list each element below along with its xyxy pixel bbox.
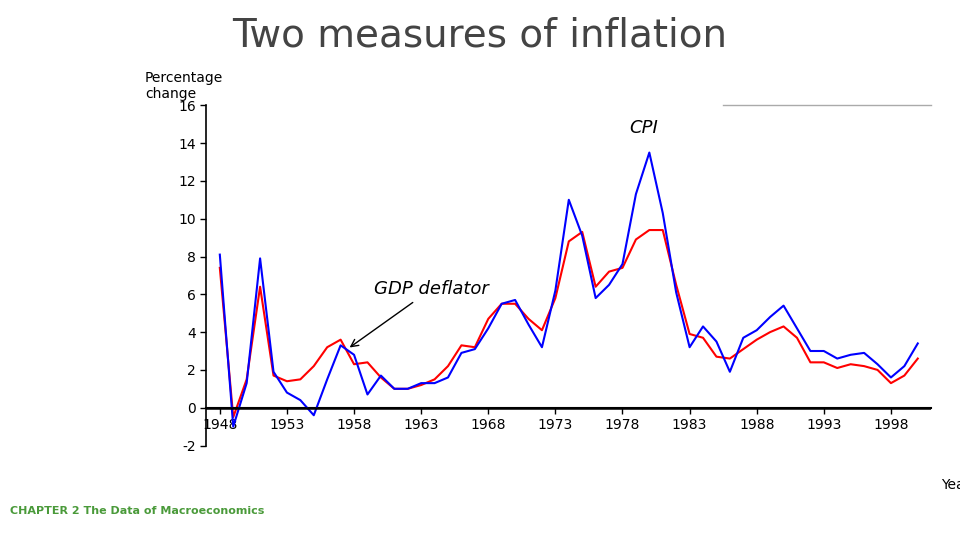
- Text: Percentage
change: Percentage change: [145, 71, 223, 102]
- Text: Year: Year: [941, 478, 960, 492]
- Text: GDP deflator: GDP deflator: [350, 280, 489, 347]
- Text: CPI: CPI: [629, 119, 658, 137]
- Text: Two measures of inflation: Two measures of inflation: [232, 16, 728, 54]
- Text: CHAPTER 2 The Data of Macroeconomics: CHAPTER 2 The Data of Macroeconomics: [10, 506, 264, 516]
